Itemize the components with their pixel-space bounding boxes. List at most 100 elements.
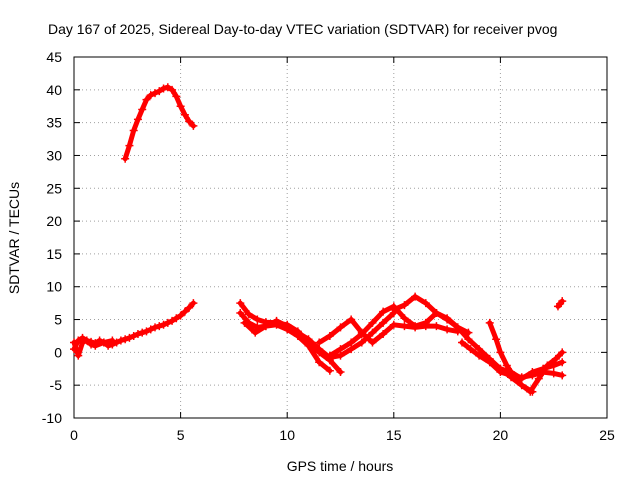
- data-point: [534, 374, 543, 383]
- y-tick-label: 25: [46, 180, 62, 196]
- data-point: [78, 333, 87, 342]
- data-point: [180, 307, 189, 316]
- data-point: [443, 314, 452, 323]
- y-tick-label: 20: [46, 213, 62, 229]
- data-point: [325, 331, 334, 340]
- data-point: [151, 89, 160, 98]
- series-trace: [122, 84, 196, 162]
- data-point: [146, 91, 155, 100]
- data-point: [517, 374, 526, 383]
- grid: [74, 57, 607, 418]
- y-tick-label: 10: [46, 279, 62, 295]
- data-point: [155, 87, 164, 96]
- data-point: [421, 299, 430, 308]
- data-point: [189, 121, 198, 130]
- series-trace: [71, 300, 196, 359]
- data-point: [108, 336, 117, 345]
- data-point: [121, 335, 130, 344]
- data-point: [142, 327, 151, 336]
- data-point: [400, 301, 409, 310]
- y-axis-label: SDTVAR / TECUs: [6, 182, 22, 294]
- data-point: [389, 320, 398, 329]
- data-point: [400, 314, 409, 323]
- data-point: [272, 316, 281, 325]
- data-point: [185, 303, 194, 312]
- chart-title: Day 167 of 2025, Sidereal Day-to-day VTE…: [48, 21, 557, 37]
- data-point: [443, 325, 452, 334]
- data-point: [251, 328, 260, 337]
- series-pass-12: [496, 358, 567, 383]
- x-tick-label: 5: [177, 427, 185, 443]
- data-point: [151, 323, 160, 332]
- y-tick-label: -5: [50, 377, 63, 393]
- y-tick-label: -10: [42, 410, 62, 426]
- data-point: [336, 345, 345, 354]
- data-point: [507, 368, 516, 377]
- data-point: [526, 387, 535, 396]
- x-axis-label: GPS time / hours: [287, 458, 394, 474]
- data-point: [253, 315, 262, 324]
- x-tick-label: 20: [493, 427, 509, 443]
- data-point: [549, 361, 558, 370]
- data-point: [176, 102, 185, 111]
- data-point: [129, 126, 138, 135]
- data-point: [466, 345, 475, 354]
- data-point: [176, 311, 185, 320]
- data-point: [261, 322, 270, 331]
- data-point: [492, 335, 501, 344]
- data-point: [368, 338, 377, 347]
- data-point: [172, 92, 181, 101]
- data-point: [315, 358, 324, 367]
- x-tick-label: 25: [599, 427, 615, 443]
- data-point: [458, 338, 467, 347]
- data-point: [432, 308, 441, 317]
- series-pass-3: [70, 333, 117, 354]
- data-point: [189, 299, 198, 308]
- plot-frame: [73, 56, 608, 419]
- data-point: [293, 328, 302, 337]
- x-tick-label: 15: [386, 427, 402, 443]
- data-point: [453, 323, 462, 332]
- data-point: [558, 297, 567, 306]
- series-pass-1: [121, 83, 198, 163]
- series-pass-13: [553, 297, 567, 311]
- data-point: [180, 110, 189, 119]
- data-point: [82, 336, 91, 345]
- data-point: [336, 323, 345, 332]
- data-point: [99, 338, 108, 347]
- data-point: [74, 351, 83, 360]
- data-point: [379, 318, 388, 327]
- y-tick-label: 35: [46, 115, 62, 131]
- data-point: [325, 366, 334, 375]
- data-point: [496, 348, 505, 357]
- data-point: [464, 335, 473, 344]
- y-tick-label: 5: [54, 312, 62, 328]
- data-point: [244, 310, 253, 319]
- data-point: [368, 318, 377, 327]
- data-point: [336, 368, 345, 377]
- data-point: [159, 320, 168, 329]
- data-point: [368, 328, 377, 337]
- data-point: [87, 340, 96, 349]
- x-tick-label: 0: [70, 427, 78, 443]
- data-point: [91, 341, 100, 350]
- data-point: [558, 371, 567, 380]
- data-point: [485, 318, 494, 327]
- data-point: [146, 325, 155, 334]
- series-trace: [237, 310, 333, 374]
- data-point: [236, 299, 245, 308]
- data-point: [304, 335, 313, 344]
- data-point: [379, 307, 388, 316]
- data-point: [142, 95, 151, 104]
- data-point: [325, 351, 334, 360]
- data-point: [421, 318, 430, 327]
- axis-ticks: 0 5 10 15 20 25 -10 -5 0 5 10 15 20 25 30 35 40 45: [42, 49, 615, 443]
- data-point: [389, 305, 398, 314]
- data-point: [240, 318, 249, 327]
- data-point: [539, 364, 548, 373]
- data-point: [379, 329, 388, 338]
- data-point: [485, 358, 494, 367]
- data-point: [129, 331, 138, 340]
- data-markers: [70, 83, 567, 396]
